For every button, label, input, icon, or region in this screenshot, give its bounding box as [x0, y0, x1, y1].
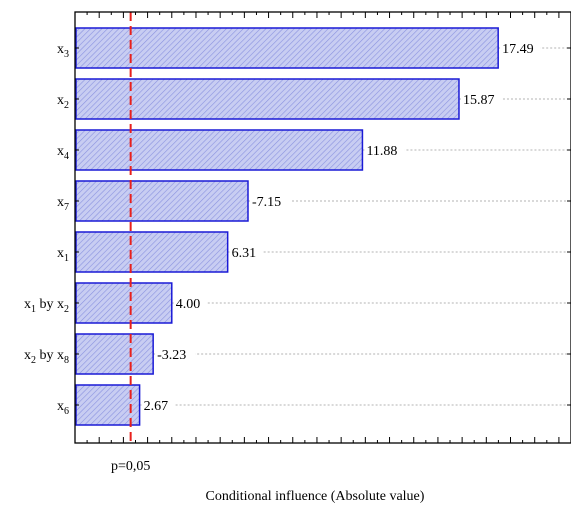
- value-label: -3.23: [157, 348, 186, 363]
- bar: [75, 180, 249, 222]
- value-label-background: [500, 39, 541, 56]
- bar: [75, 333, 154, 375]
- value-label: -7.15: [252, 195, 281, 210]
- value-label-background: [364, 141, 405, 158]
- bar: [75, 78, 460, 120]
- value-label: 17.49: [502, 42, 534, 57]
- category-label: x1: [57, 246, 69, 264]
- category-labels: x3 x2 x4 x7 x1 x1 by x2 x2 by x8 x6: [24, 42, 69, 417]
- value-label-background: [155, 345, 196, 362]
- bar: [75, 282, 173, 324]
- value-label-background: [173, 294, 207, 311]
- value-label: 6.31: [232, 246, 256, 261]
- bars: [75, 27, 499, 426]
- category-label: x1 by x2: [24, 297, 69, 315]
- bar: [75, 231, 229, 273]
- category-label: x2 by x8: [24, 348, 69, 366]
- category-label: x2: [57, 93, 69, 111]
- value-label: 15.87: [463, 93, 495, 108]
- reference-line-label: p=0,05: [111, 459, 150, 474]
- axis-ticks: [74, 12, 571, 443]
- grid-lines: [139, 47, 571, 406]
- plot-frame: [74, 11, 571, 444]
- value-label: 11.88: [366, 144, 397, 159]
- value-labels: 17.49 15.87 11.88 -7.15 6.31 4.00 -3.23 2.67: [141, 39, 541, 414]
- category-label: x4: [57, 144, 69, 162]
- category-label: x7: [57, 195, 69, 213]
- bar: [75, 27, 499, 69]
- value-label-background: [460, 90, 501, 107]
- category-label: x3: [57, 42, 69, 60]
- value-label: 2.67: [144, 399, 169, 414]
- value-label-background: [229, 243, 263, 260]
- category-label: x6: [57, 399, 69, 417]
- x-axis-title: Conditional influence (Absolute value): [206, 489, 425, 504]
- bar: [75, 129, 364, 171]
- value-label-background: [249, 192, 290, 209]
- value-label: 4.00: [176, 297, 201, 312]
- bar: [75, 384, 141, 426]
- value-label-background: [141, 396, 175, 413]
